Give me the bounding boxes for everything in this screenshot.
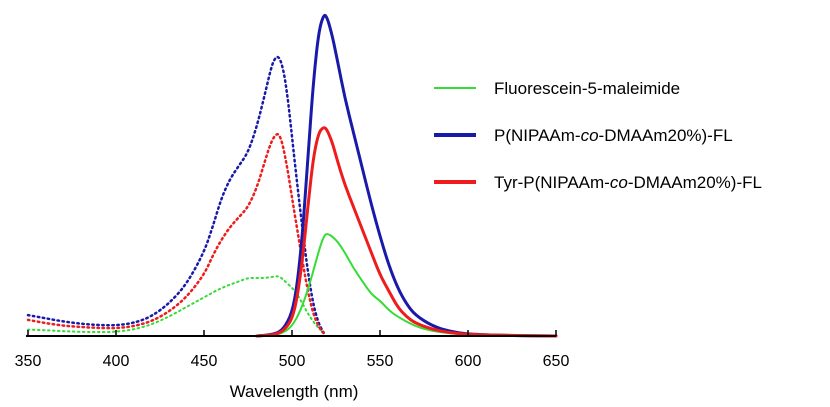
x-axis-ticks: 350 400 450 500 550 600 650 [15,330,570,370]
blue-emission-series-line [255,13,558,338]
red-emission-series-line [255,126,558,338]
green-excitation-series-line [27,275,325,334]
legend: Fluorescein-5-maleimideP(NIPAAm-co-DMAAm… [434,79,762,192]
legend-label: P(NIPAAm-co-DMAAm20%)-FL [494,126,733,145]
red-excitation-series-line [26,132,325,335]
legend-label: Fluorescein-5-maleimide [494,79,680,98]
blue-excitation-series-line [26,55,325,335]
legend-label-part: -DMAAm20%)-FL [628,173,762,192]
series-layer [26,13,558,338]
legend-label: Tyr-P(NIPAAm-co-DMAAm20%)-FL [494,173,762,192]
x-tick-label: 400 [103,353,130,370]
legend-label-part: co [581,126,599,145]
x-tick-label: 500 [279,353,306,370]
x-tick-label: 450 [191,353,218,370]
x-tick-label: 550 [367,353,394,370]
legend-label-part: co [610,173,628,192]
legend-label-part: P(NIPAAm- [494,126,581,145]
x-axis-title: Wavelength (nm) [230,382,359,401]
x-tick-label: 650 [543,353,570,370]
legend-label-part: Fluorescein-5-maleimide [494,79,680,98]
x-tick-label: 600 [455,353,482,370]
x-tick-label: 350 [15,353,42,370]
legend-label-part: Tyr-P(NIPAAm- [494,173,610,192]
legend-label-part: -DMAAm20%)-FL [599,126,733,145]
